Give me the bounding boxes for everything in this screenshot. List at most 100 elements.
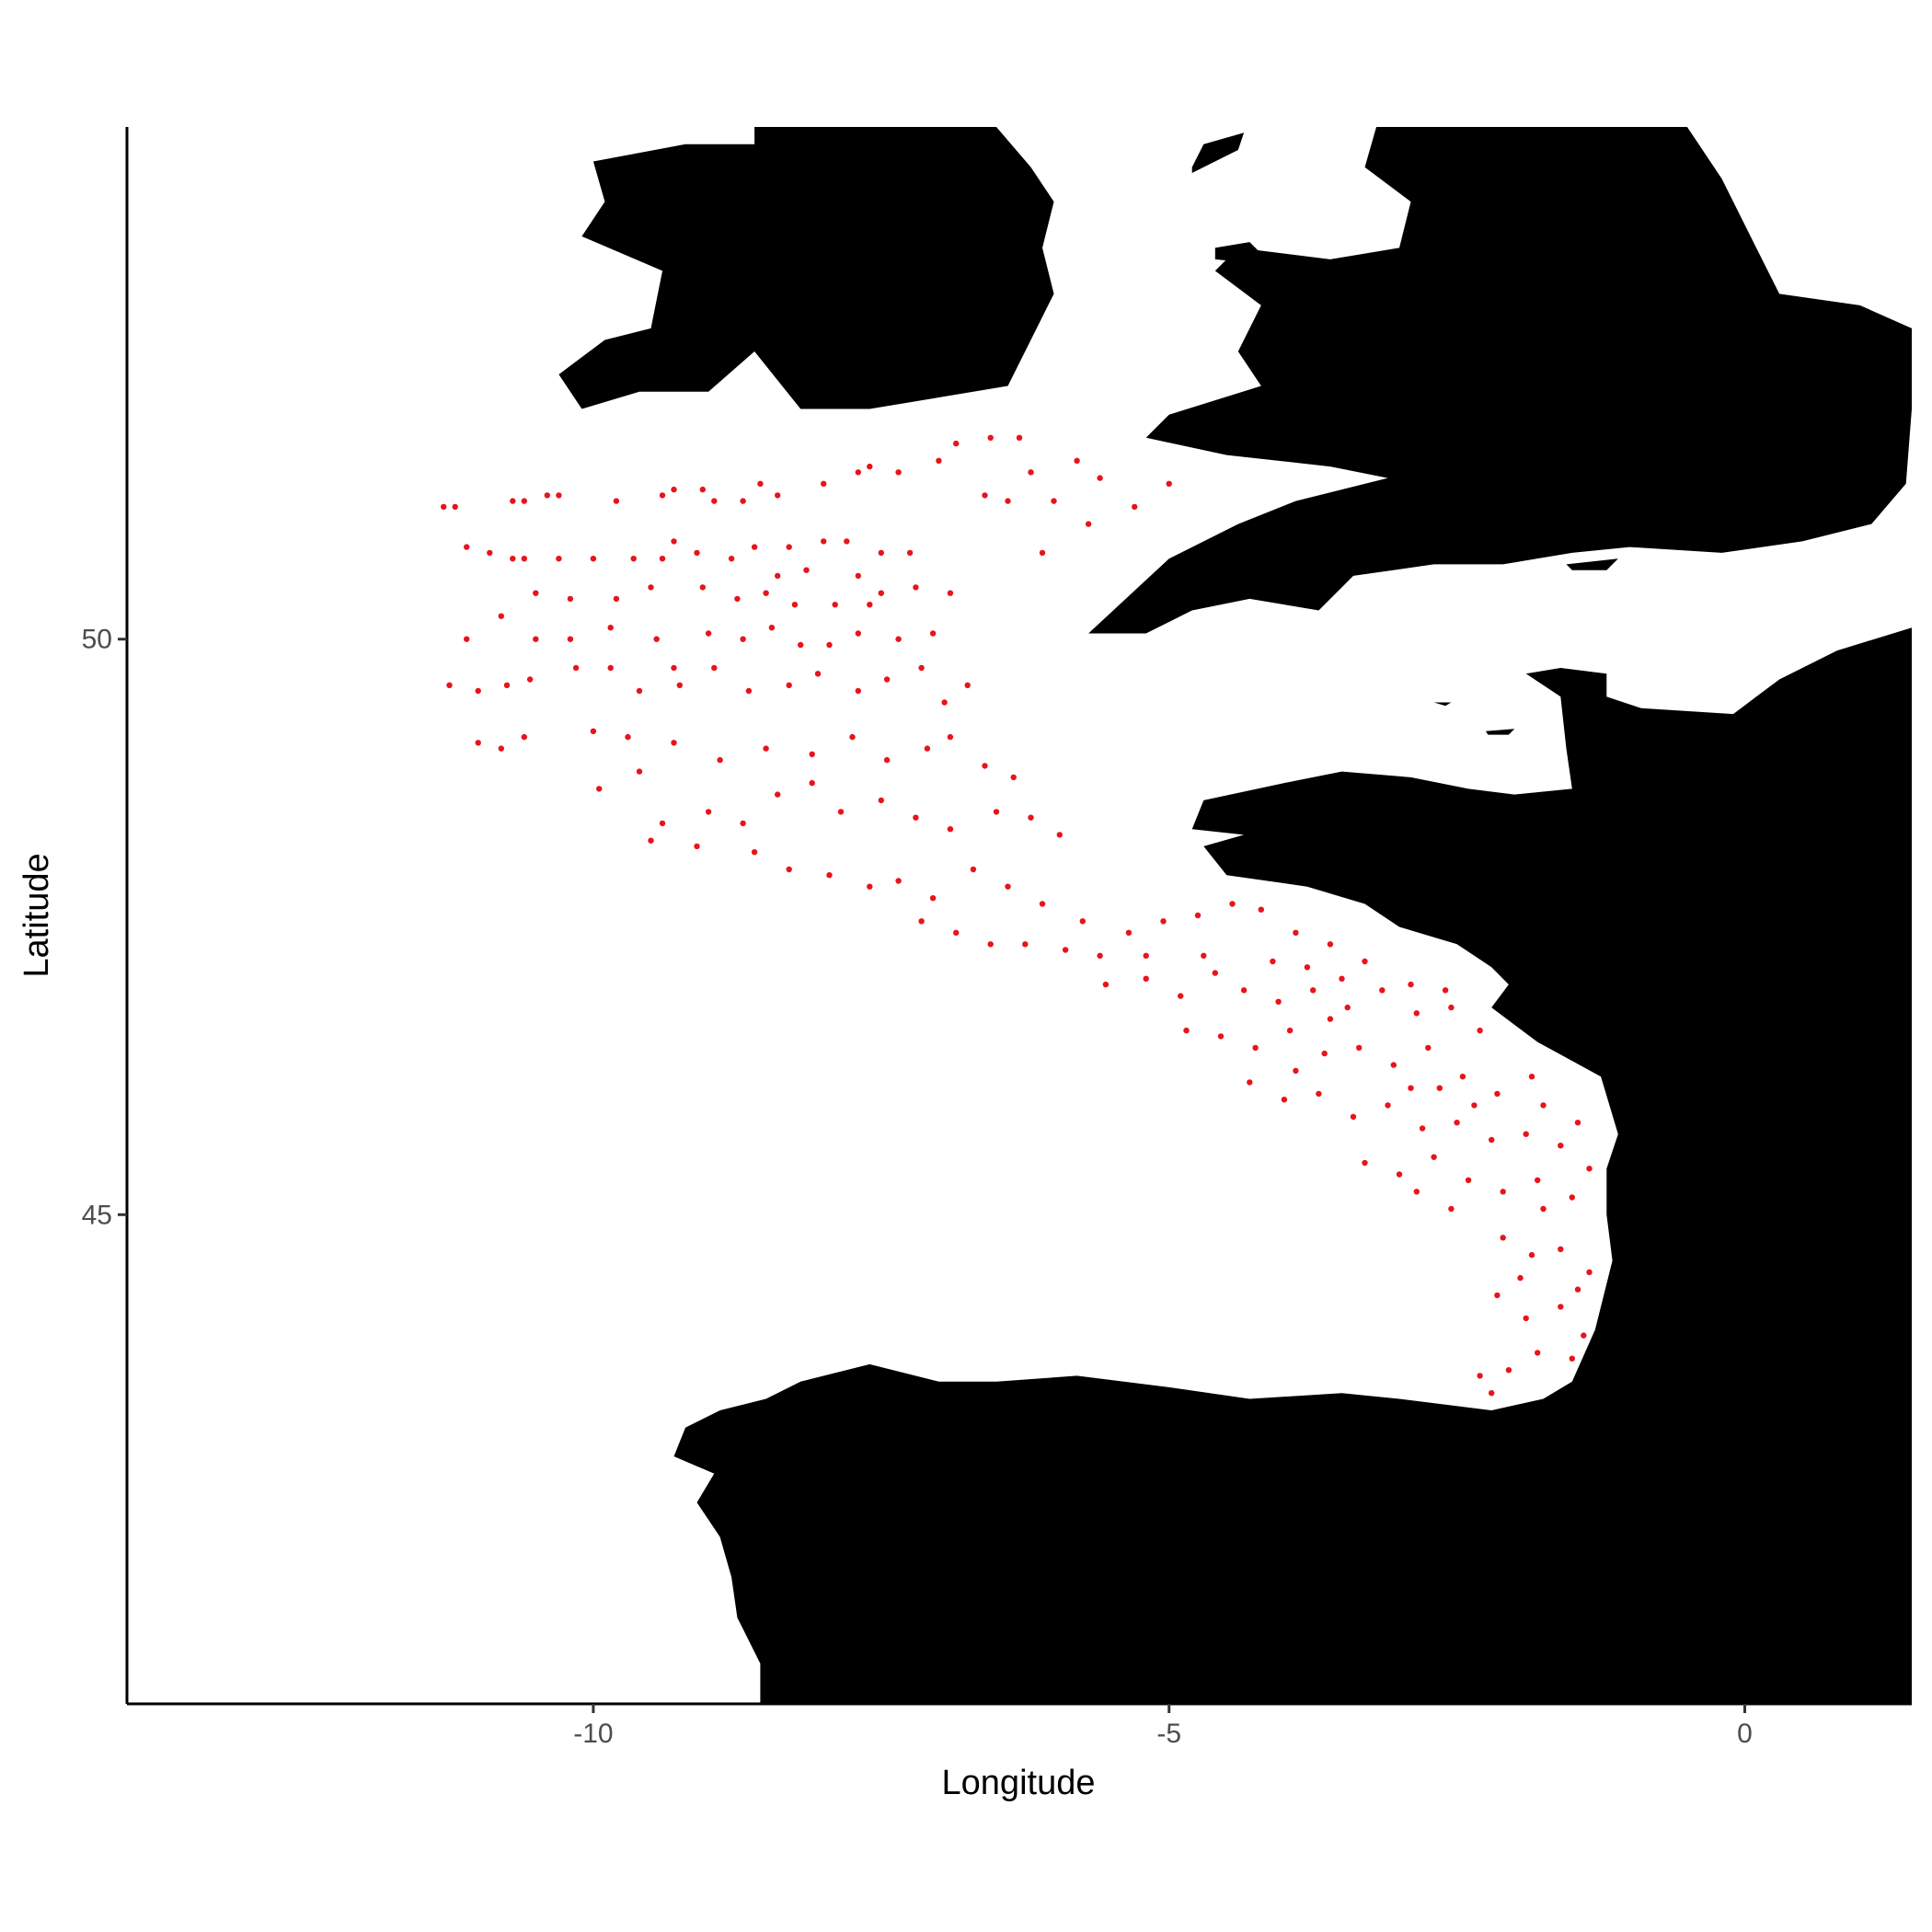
data-point bbox=[1558, 1143, 1564, 1149]
data-point bbox=[1356, 1044, 1363, 1052]
data-point bbox=[751, 544, 758, 550]
data-point bbox=[1362, 1159, 1368, 1167]
data-point bbox=[798, 641, 804, 649]
data-point bbox=[970, 866, 977, 873]
data-point bbox=[1500, 1189, 1506, 1195]
data-point bbox=[526, 676, 534, 683]
data-point bbox=[775, 572, 781, 580]
data-point bbox=[475, 740, 481, 746]
data-point bbox=[1247, 1079, 1253, 1086]
y-axis-title: Latitude bbox=[17, 853, 56, 977]
data-point bbox=[590, 728, 597, 734]
data-point bbox=[745, 687, 753, 695]
data-point bbox=[987, 941, 994, 948]
data-point bbox=[1022, 941, 1029, 948]
data-point bbox=[775, 791, 781, 798]
data-point bbox=[844, 538, 850, 545]
data-point bbox=[613, 595, 620, 603]
data-point bbox=[1321, 1050, 1328, 1057]
data-point bbox=[572, 664, 580, 672]
data-point bbox=[1212, 970, 1219, 976]
data-point bbox=[1327, 941, 1334, 948]
data-point bbox=[510, 498, 516, 504]
land-isle-of-wight bbox=[1566, 558, 1618, 570]
data-point bbox=[521, 498, 527, 504]
data-point bbox=[895, 636, 902, 642]
land-ireland bbox=[558, 127, 1054, 409]
data-point bbox=[607, 625, 614, 631]
data-point bbox=[837, 809, 845, 815]
data-point bbox=[648, 837, 654, 844]
data-point bbox=[826, 641, 833, 649]
data-point bbox=[1558, 1304, 1564, 1310]
data-point bbox=[1194, 912, 1202, 919]
data-point bbox=[941, 699, 948, 706]
data-point bbox=[556, 556, 562, 562]
data-point bbox=[1217, 1033, 1225, 1040]
data-point bbox=[1339, 975, 1345, 983]
data-point bbox=[1528, 1074, 1535, 1080]
data-point bbox=[475, 687, 481, 695]
data-point bbox=[1569, 1194, 1576, 1201]
data-point bbox=[1419, 1125, 1426, 1132]
data-point bbox=[982, 763, 988, 769]
data-point bbox=[878, 797, 884, 804]
data-point bbox=[1574, 1286, 1581, 1293]
data-point bbox=[1581, 1332, 1587, 1339]
data-point bbox=[1097, 952, 1103, 960]
data-point bbox=[1304, 964, 1311, 971]
data-point bbox=[1471, 1102, 1478, 1109]
data-point bbox=[1201, 952, 1207, 960]
data-point bbox=[1477, 1027, 1483, 1034]
data-point bbox=[878, 549, 884, 557]
data-point bbox=[1500, 1235, 1506, 1241]
data-point bbox=[1293, 1067, 1299, 1075]
data-point bbox=[1178, 993, 1184, 999]
data-point bbox=[1523, 1315, 1529, 1322]
data-point bbox=[855, 469, 861, 476]
data-point bbox=[867, 883, 873, 890]
data-point bbox=[763, 745, 769, 752]
data-point bbox=[1005, 498, 1011, 504]
land-guernsey bbox=[1433, 702, 1452, 707]
data-point bbox=[791, 602, 799, 608]
data-point bbox=[1448, 1205, 1455, 1213]
data-point bbox=[786, 866, 792, 873]
data-point bbox=[1494, 1292, 1501, 1299]
data-point bbox=[786, 544, 792, 550]
data-point bbox=[1074, 457, 1080, 464]
data-point bbox=[596, 786, 603, 792]
data-point bbox=[653, 636, 660, 642]
data-point bbox=[1505, 1367, 1512, 1374]
data-point bbox=[659, 492, 666, 499]
data-point bbox=[1413, 1189, 1420, 1195]
data-point bbox=[918, 918, 925, 925]
data-point bbox=[821, 538, 827, 545]
data-point bbox=[464, 544, 470, 550]
data-point bbox=[676, 682, 683, 688]
data-point bbox=[918, 664, 925, 672]
data-point bbox=[993, 809, 1000, 815]
data-point bbox=[1097, 475, 1103, 481]
data-point bbox=[1183, 1027, 1190, 1034]
data-point bbox=[1379, 987, 1386, 994]
data-point bbox=[1143, 952, 1149, 960]
data-point bbox=[768, 625, 776, 631]
data-point bbox=[1459, 1074, 1466, 1080]
data-point bbox=[567, 636, 574, 642]
data-point bbox=[832, 602, 838, 608]
y-axis-ticks: 45 50 bbox=[82, 625, 127, 1230]
data-point bbox=[533, 636, 539, 642]
data-point bbox=[711, 664, 718, 672]
data-point bbox=[763, 590, 769, 596]
data-point bbox=[1535, 1177, 1541, 1184]
data-point bbox=[630, 556, 637, 562]
data-point bbox=[659, 820, 666, 827]
data-point bbox=[953, 440, 960, 447]
data-point bbox=[1517, 1274, 1524, 1282]
data-point bbox=[1408, 1085, 1414, 1091]
data-point bbox=[671, 538, 677, 545]
data-point bbox=[757, 480, 764, 487]
data-point bbox=[567, 595, 574, 603]
